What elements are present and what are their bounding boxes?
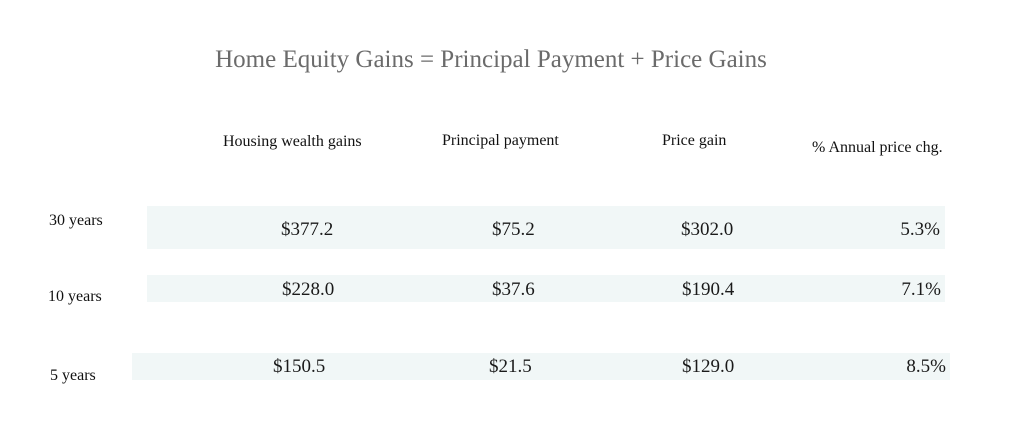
column-header-housing-wealth-gains: Housing wealth gains <box>223 133 362 150</box>
cell-10y-annual-price-change: 7.1% <box>901 279 941 300</box>
cell-10y-principal-payment: $37.6 <box>492 279 535 300</box>
row-label-10-years: 10 years <box>48 288 102 305</box>
row-band-10-years <box>147 275 945 302</box>
cell-10y-price-gain: $190.4 <box>682 279 735 300</box>
cell-30y-annual-price-change: 5.3% <box>900 219 940 240</box>
column-header-annual-price-change: % Annual price chg. <box>812 139 943 156</box>
cell-30y-housing-wealth-gains: $377.2 <box>281 219 334 240</box>
page-title: Home Equity Gains = Principal Payment + … <box>215 46 767 73</box>
row-band-30-years <box>147 206 945 249</box>
cell-5y-housing-wealth-gains: $150.5 <box>273 356 326 377</box>
cell-5y-annual-price-change: 8.5% <box>906 356 946 377</box>
cell-10y-housing-wealth-gains: $228.0 <box>282 279 335 300</box>
cell-30y-principal-payment: $75.2 <box>492 219 535 240</box>
cell-30y-price-gain: $302.0 <box>681 219 734 240</box>
row-band-5-years <box>132 353 950 380</box>
cell-5y-price-gain: $129.0 <box>682 356 735 377</box>
cell-5y-principal-payment: $21.5 <box>489 356 532 377</box>
column-header-principal-payment: Principal payment <box>442 132 559 149</box>
row-label-30-years: 30 years <box>49 212 103 229</box>
row-label-5-years: 5 years <box>50 367 96 384</box>
column-header-price-gain: Price gain <box>662 132 727 149</box>
